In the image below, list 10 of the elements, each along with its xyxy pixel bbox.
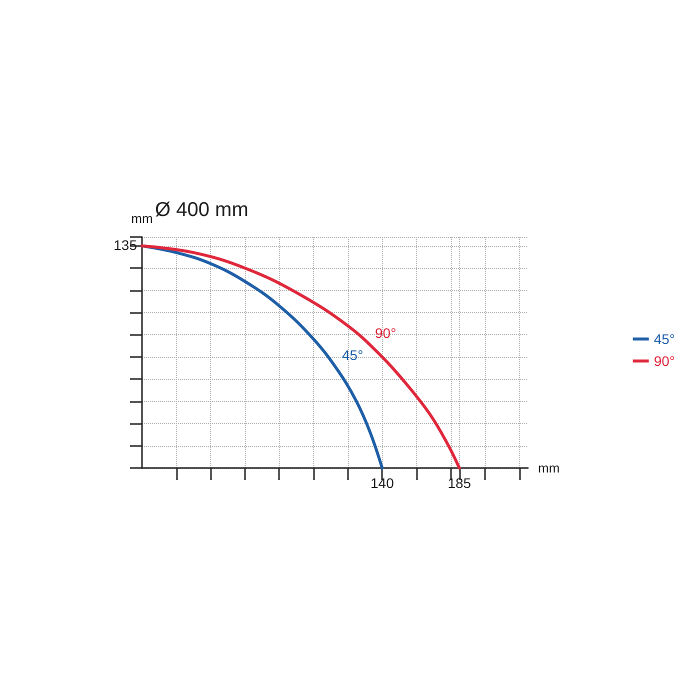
y-axis-title: mm [131, 211, 153, 226]
x-axis-title: mm [538, 460, 560, 476]
text: 135 [114, 237, 138, 253]
annotation: 90° [375, 325, 396, 341]
x-tick-label: 140 [370, 475, 394, 491]
chart-title: Ø 400 mm [155, 199, 248, 221]
annotation: 45° [342, 347, 364, 363]
legend-label: 45° [654, 331, 675, 347]
legend-label: 90° [654, 353, 675, 369]
x-tick-label: 185 [448, 475, 472, 491]
